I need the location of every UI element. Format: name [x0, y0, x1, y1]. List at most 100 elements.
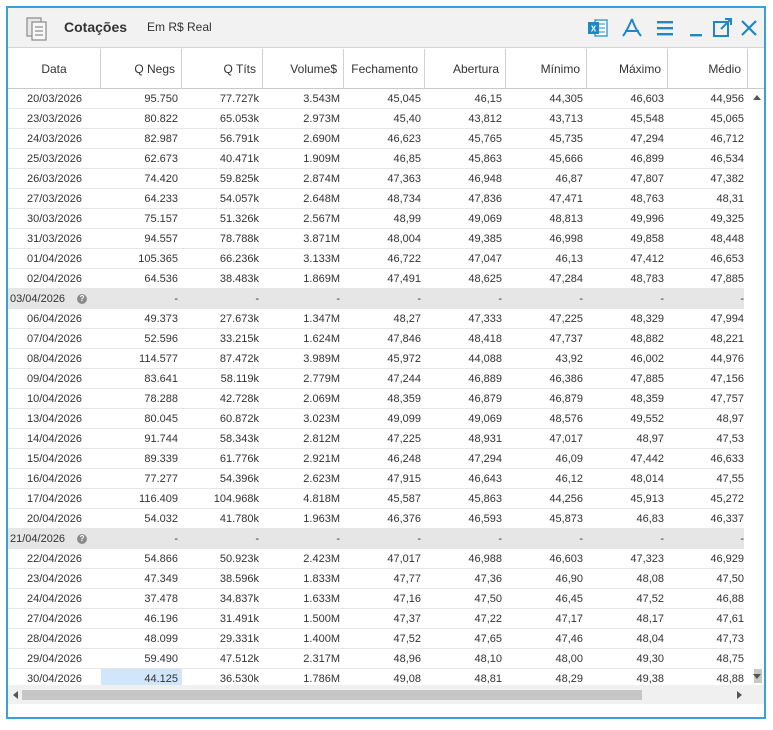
table-row[interactable]: 10/04/2026 78.288 42.728k 2.069M 48,359 46,87… — [8, 389, 744, 409]
cell-maximo[interactable]: 48,17 — [587, 609, 668, 629]
cell-minimo[interactable]: 48,813 — [506, 209, 587, 229]
cell-volume[interactable]: 2.812M — [263, 429, 344, 449]
cell-q-tits[interactable]: 47.512k — [182, 649, 263, 669]
cell-volume[interactable]: 2.921M — [263, 449, 344, 469]
cell-date[interactable]: 03/04/2026? — [8, 289, 101, 309]
cell-medio[interactable]: 44,976 — [668, 349, 748, 369]
cell-volume[interactable]: 3.023M — [263, 409, 344, 429]
cell-q-negs[interactable]: 46.196 — [101, 609, 182, 629]
cell-fechamento[interactable]: 46,248 — [344, 449, 425, 469]
cell-medio[interactable]: 47,53 — [668, 429, 748, 449]
cell-maximo[interactable]: - — [587, 529, 668, 549]
cell-abertura[interactable]: 45,863 — [425, 149, 506, 169]
cell-volume[interactable]: 1.633M — [263, 589, 344, 609]
cell-minimo[interactable]: 47,284 — [506, 269, 587, 289]
cell-volume[interactable]: 1.400M — [263, 629, 344, 649]
cell-date[interactable]: 28/04/2026 — [8, 629, 101, 649]
cell-date[interactable]: 07/04/2026 — [8, 329, 101, 349]
cell-medio[interactable]: 46,534 — [668, 149, 748, 169]
cell-maximo[interactable]: 47,294 — [587, 129, 668, 149]
cell-abertura[interactable]: 46,593 — [425, 509, 506, 529]
cell-q-tits[interactable]: 27.673k — [182, 309, 263, 329]
cell-q-negs[interactable]: 83.641 — [101, 369, 182, 389]
cell-fechamento[interactable]: 47,491 — [344, 269, 425, 289]
cell-q-negs[interactable]: 114.577 — [101, 349, 182, 369]
cell-abertura[interactable]: 48,625 — [425, 269, 506, 289]
cell-volume[interactable]: 1.869M — [263, 269, 344, 289]
cell-minimo[interactable]: 44,305 — [506, 89, 587, 109]
cell-q-negs[interactable]: 59.490 — [101, 649, 182, 669]
cell-date[interactable]: 06/04/2026 — [8, 309, 101, 329]
cell-q-tits[interactable]: 33.215k — [182, 329, 263, 349]
cell-medio[interactable]: 44,956 — [668, 89, 748, 109]
cell-medio[interactable]: 45,065 — [668, 109, 748, 129]
cell-abertura[interactable]: 45,863 — [425, 489, 506, 509]
table-row[interactable]: 03/04/2026? - - - - - - - - — [8, 289, 744, 309]
cell-maximo[interactable]: 48,014 — [587, 469, 668, 489]
table-row[interactable]: 01/04/2026 105.365 66.236k 3.133M 46,722 47,0… — [8, 249, 744, 269]
cell-q-negs[interactable]: 116.409 — [101, 489, 182, 509]
cell-minimo[interactable]: 47,17 — [506, 609, 587, 629]
table-row[interactable]: 31/03/2026 94.557 78.788k 3.871M 48,004 49,38… — [8, 229, 744, 249]
cell-abertura[interactable]: 49,069 — [425, 409, 506, 429]
cell-q-negs[interactable]: 49.373 — [101, 309, 182, 329]
close-icon[interactable] — [738, 17, 760, 39]
cell-q-tits[interactable]: 38.483k — [182, 269, 263, 289]
cell-maximo[interactable]: 48,763 — [587, 189, 668, 209]
cell-medio[interactable]: 48,88 — [668, 669, 748, 685]
cell-medio[interactable]: - — [668, 529, 748, 549]
cell-abertura[interactable]: 46,643 — [425, 469, 506, 489]
cell-date[interactable]: 16/04/2026 — [8, 469, 101, 489]
cell-abertura[interactable]: 47,836 — [425, 189, 506, 209]
cell-volume[interactable]: 2.779M — [263, 369, 344, 389]
cell-abertura[interactable]: 48,418 — [425, 329, 506, 349]
cell-q-negs[interactable]: 44.125 — [101, 669, 182, 685]
cell-medio[interactable]: - — [668, 289, 748, 309]
cell-minimo[interactable]: 43,92 — [506, 349, 587, 369]
cell-fechamento[interactable]: - — [344, 289, 425, 309]
cell-abertura[interactable]: 47,50 — [425, 589, 506, 609]
cell-abertura[interactable]: 46,15 — [425, 89, 506, 109]
cell-volume[interactable]: 2.690M — [263, 129, 344, 149]
cell-maximo[interactable]: 48,08 — [587, 569, 668, 589]
excel-icon[interactable]: X — [587, 17, 609, 39]
cell-medio[interactable]: 46,337 — [668, 509, 748, 529]
cell-q-tits[interactable]: 51.326k — [182, 209, 263, 229]
cell-date[interactable]: 30/04/2026 — [8, 669, 101, 685]
cell-fechamento[interactable]: 46,623 — [344, 129, 425, 149]
cell-volume[interactable]: 2.069M — [263, 389, 344, 409]
cell-q-negs[interactable]: 54.032 — [101, 509, 182, 529]
cell-date[interactable]: 02/04/2026 — [8, 269, 101, 289]
cell-q-tits[interactable]: 54.057k — [182, 189, 263, 209]
cell-fechamento[interactable]: 48,359 — [344, 389, 425, 409]
cell-q-tits[interactable]: 58.343k — [182, 429, 263, 449]
cell-medio[interactable]: 47,994 — [668, 309, 748, 329]
cell-q-negs[interactable]: 48.099 — [101, 629, 182, 649]
cell-fechamento[interactable]: 47,244 — [344, 369, 425, 389]
column-header-medio[interactable]: Médio — [668, 49, 748, 89]
help-icon[interactable]: ? — [77, 534, 88, 544]
cell-maximo[interactable]: 48,783 — [587, 269, 668, 289]
cell-fechamento[interactable]: 47,77 — [344, 569, 425, 589]
cell-minimo[interactable]: 47,737 — [506, 329, 587, 349]
cell-volume[interactable]: 2.623M — [263, 469, 344, 489]
cell-q-negs[interactable]: 80.822 — [101, 109, 182, 129]
cell-minimo[interactable]: 46,45 — [506, 589, 587, 609]
cell-q-tits[interactable]: 77.727k — [182, 89, 263, 109]
cell-maximo[interactable]: - — [587, 289, 668, 309]
cell-minimo[interactable]: 48,00 — [506, 649, 587, 669]
cell-q-negs[interactable]: 105.365 — [101, 249, 182, 269]
cell-minimo[interactable]: 45,666 — [506, 149, 587, 169]
scroll-up-icon[interactable] — [752, 93, 762, 101]
cell-q-tits[interactable]: 56.791k — [182, 129, 263, 149]
cell-date[interactable]: 17/04/2026 — [8, 489, 101, 509]
cell-medio[interactable]: 46,633 — [668, 449, 748, 469]
cell-q-tits[interactable]: 36.530k — [182, 669, 263, 685]
table-row[interactable]: 08/04/2026 114.577 87.472k 3.989M 45,972 44,0… — [8, 349, 744, 369]
cell-maximo[interactable]: 49,552 — [587, 409, 668, 429]
cell-date[interactable]: 08/04/2026 — [8, 349, 101, 369]
cell-medio[interactable]: 47,382 — [668, 169, 748, 189]
cell-abertura[interactable]: 45,765 — [425, 129, 506, 149]
cell-volume[interactable]: 1.500M — [263, 609, 344, 629]
cell-abertura[interactable]: 47,333 — [425, 309, 506, 329]
